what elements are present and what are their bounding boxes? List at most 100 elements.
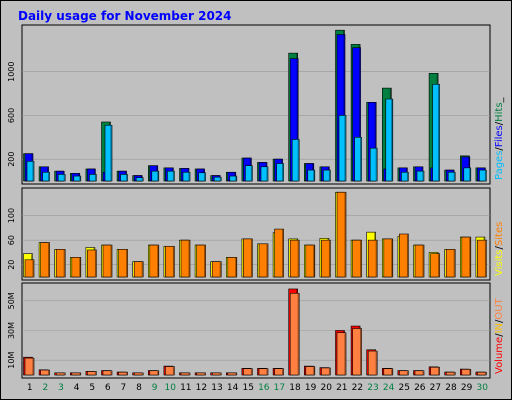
bar-out-shade xyxy=(266,369,268,375)
bar-out xyxy=(461,369,472,376)
bar-out-shade xyxy=(32,358,34,375)
bar-sites-shade xyxy=(297,240,299,277)
bar-sites-shade xyxy=(157,245,159,277)
bar-sites xyxy=(71,257,82,278)
y-tick-label: 20 xyxy=(7,260,16,270)
bar-out-body xyxy=(461,369,472,376)
bar-out xyxy=(477,371,487,376)
bar-pages-body xyxy=(73,175,82,182)
bar-out-shade xyxy=(188,373,190,375)
bar-pages-body xyxy=(182,171,191,182)
bar-sites-shade xyxy=(375,240,377,277)
bar-sites-body xyxy=(102,244,113,278)
bar-sites xyxy=(227,257,238,278)
bar-pages-shade xyxy=(141,178,143,181)
y-tick-label: 10M xyxy=(7,352,16,369)
x-tick-label: 29 xyxy=(461,383,473,393)
bar-pages-shade xyxy=(297,140,299,181)
bar-sites-shade xyxy=(79,257,81,277)
bar-out-body xyxy=(383,368,394,376)
x-tick-label: 15 xyxy=(242,383,253,393)
bar-out xyxy=(87,371,97,376)
bar-pages-shade xyxy=(63,175,65,181)
bar-out xyxy=(399,370,409,376)
bar-sites-body xyxy=(274,228,284,278)
bar-out-shade xyxy=(313,367,315,375)
bar-sites-shade xyxy=(438,254,440,277)
bar-pages xyxy=(198,172,206,182)
bar-out-body xyxy=(196,372,206,376)
bar-pages xyxy=(213,176,222,182)
bar-sites-body xyxy=(87,249,97,278)
bar-pages-body xyxy=(447,171,456,182)
bar-pages-body xyxy=(369,147,378,182)
bar-sites-shade xyxy=(391,239,393,277)
bar-out-shade xyxy=(422,371,424,375)
bar-pages-body xyxy=(307,169,316,182)
bar-pages xyxy=(245,165,253,182)
bar-pages xyxy=(42,171,50,182)
legend-item: Hits xyxy=(494,102,505,121)
x-tick-label: 24 xyxy=(383,383,395,393)
bar-sites xyxy=(87,249,97,278)
legend-item: Sites xyxy=(494,222,505,246)
bar-sites-shade xyxy=(469,237,471,277)
bar-sites xyxy=(40,242,50,278)
bar-pages-shade xyxy=(438,84,440,181)
bar-sites xyxy=(383,238,394,278)
bar-out xyxy=(336,332,347,376)
bar-pages-body xyxy=(89,174,97,182)
bar-sites-body xyxy=(71,257,82,278)
bar-sites xyxy=(352,239,362,278)
bar-out-shade xyxy=(48,370,50,375)
legend-item: / xyxy=(494,121,505,125)
bar-sites-shade xyxy=(484,240,487,277)
x-tick-label: 18 xyxy=(289,383,301,393)
bar-pages-shade xyxy=(32,161,34,181)
bar-pages-body xyxy=(416,170,425,182)
bar-pages xyxy=(167,170,175,182)
bar-pages-shade xyxy=(48,172,50,181)
bar-pages-shade xyxy=(453,172,455,181)
bar-pages-shade xyxy=(391,99,393,181)
bar-sites-body xyxy=(383,238,394,278)
bar-pages-shade xyxy=(266,167,268,181)
bar-sites-body xyxy=(149,244,160,278)
bar-pages-body xyxy=(198,172,206,182)
bar-pages xyxy=(401,171,409,182)
bar-pages-shade xyxy=(110,125,112,181)
bar-out xyxy=(180,372,191,376)
bar-out-shade xyxy=(110,371,112,375)
x-tick-label: 11 xyxy=(180,383,191,393)
bar-pages xyxy=(120,174,128,182)
x-tick-label: 16 xyxy=(258,383,270,393)
bar-out-body xyxy=(399,370,409,376)
bar-out-shade xyxy=(469,369,471,375)
legend-item: IN xyxy=(494,323,505,333)
bar-pages-body xyxy=(26,161,35,182)
bar-sites-shade xyxy=(313,245,315,277)
bar-sites-shade xyxy=(328,240,331,277)
bar-out xyxy=(196,372,206,376)
bar-out-shade xyxy=(250,369,253,375)
x-tick-label: 8 xyxy=(136,383,142,393)
bar-pages-shade xyxy=(313,170,315,181)
x-tick-label: 26 xyxy=(414,383,426,393)
bar-sites xyxy=(399,233,409,278)
bar-out-shade xyxy=(297,293,299,375)
bar-sites-shade xyxy=(172,246,175,277)
bar-sites xyxy=(149,244,160,278)
bar-pages-body xyxy=(57,174,66,182)
bar-pages-shade xyxy=(219,177,221,181)
bar-pages-body xyxy=(401,171,409,182)
bar-out-body xyxy=(24,357,35,376)
bar-out-shade xyxy=(204,373,206,375)
bar-out xyxy=(149,370,160,376)
bar-sites xyxy=(477,239,487,278)
bar-sites-shade xyxy=(110,245,112,277)
bar-out-shade xyxy=(141,373,143,375)
bar-pages-shade xyxy=(157,171,159,181)
bar-pages-body xyxy=(354,136,362,182)
